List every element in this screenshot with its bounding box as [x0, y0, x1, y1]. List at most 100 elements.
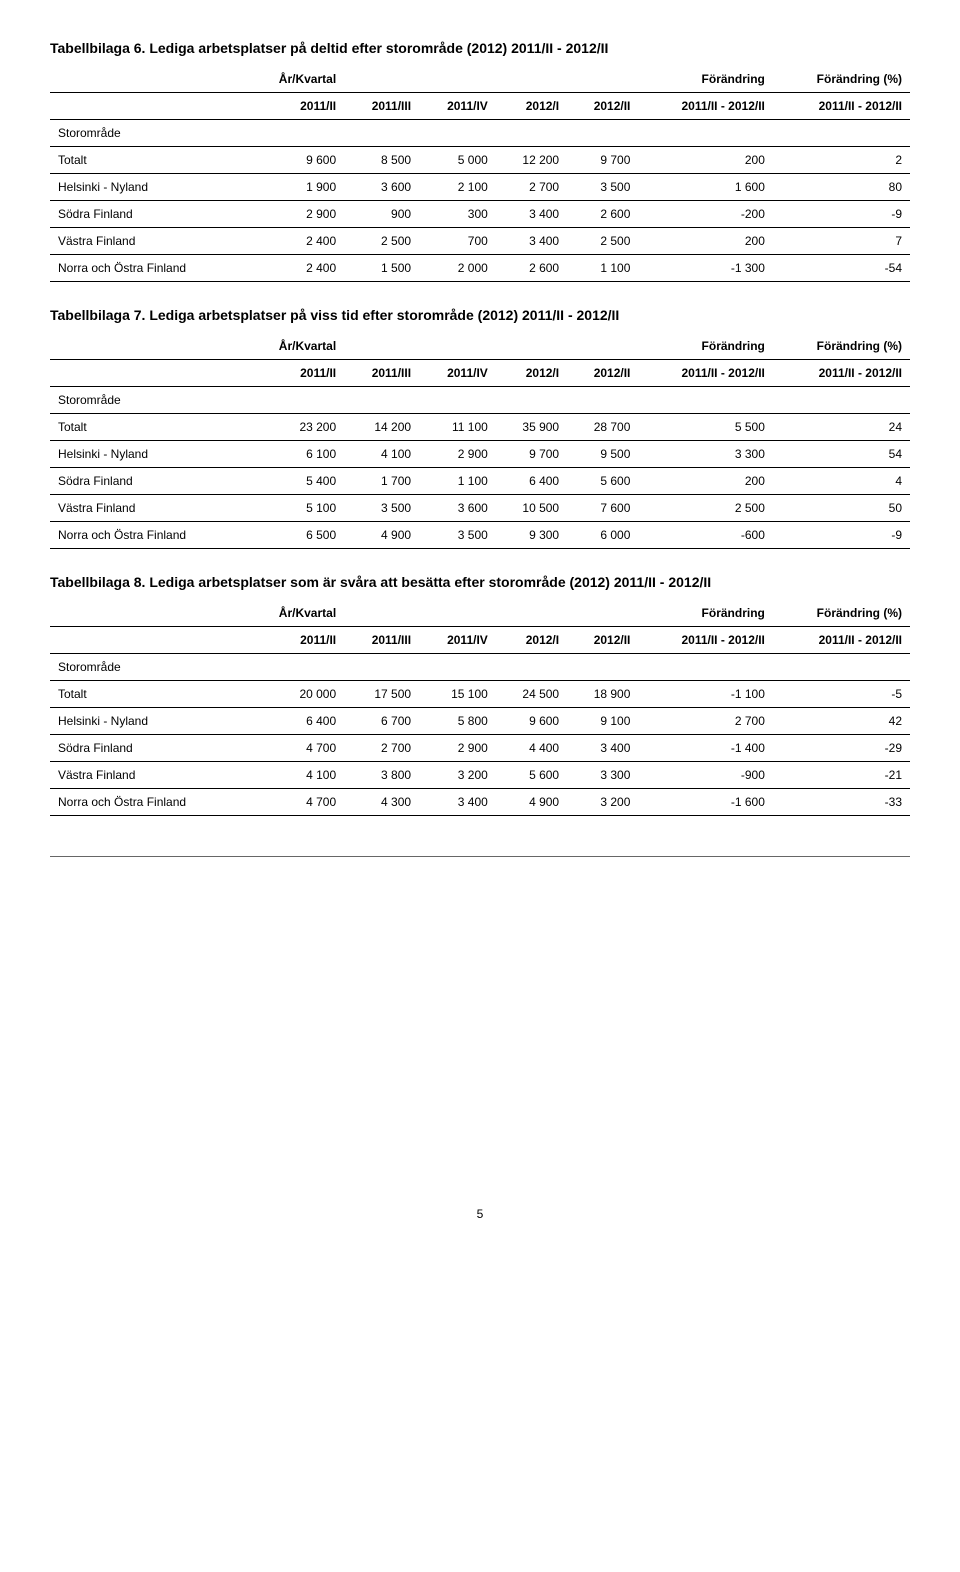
group-header-cell — [496, 333, 567, 360]
data-cell: 6 700 — [344, 708, 419, 735]
data-cell: 2 700 — [496, 174, 567, 201]
data-cell: 3 200 — [567, 789, 638, 816]
data-cell: 3 600 — [419, 495, 496, 522]
data-cell: 200 — [638, 147, 772, 174]
column-header-cell: 2011/IV — [419, 627, 496, 654]
data-cell: 5 100 — [245, 495, 344, 522]
empty-cell — [419, 387, 496, 414]
page-number: 5 — [50, 1207, 910, 1221]
data-cell: 4 700 — [245, 735, 344, 762]
empty-cell — [773, 387, 910, 414]
data-cell: 12 200 — [496, 147, 567, 174]
data-cell: 1 100 — [567, 255, 638, 282]
data-cell: 3 300 — [638, 441, 772, 468]
column-header-cell: 2012/II — [567, 627, 638, 654]
data-cell: 24 — [773, 414, 910, 441]
data-cell: 5 600 — [567, 468, 638, 495]
data-cell: 2 900 — [419, 735, 496, 762]
data-cell: 6 400 — [496, 468, 567, 495]
group-header-cell: År/Kvartal — [245, 600, 344, 627]
column-header-cell: 2011/IV — [419, 360, 496, 387]
table-row: Norra och Östra Finland6 5004 9003 5009 … — [50, 522, 910, 549]
data-cell: -9 — [773, 522, 910, 549]
group-header-cell: Förändring (%) — [773, 600, 910, 627]
column-header-cell: 2011/II — [245, 360, 344, 387]
group-header-cell — [50, 600, 245, 627]
data-cell: 4 300 — [344, 789, 419, 816]
empty-cell — [638, 120, 772, 147]
table-title: Tabellbilaga 8. Lediga arbetsplatser som… — [50, 574, 910, 590]
row-label-cell: Helsinki - Nyland — [50, 441, 245, 468]
data-cell: 2 400 — [245, 255, 344, 282]
group-header-cell — [50, 333, 245, 360]
group-header-cell — [419, 66, 496, 93]
data-cell: -21 — [773, 762, 910, 789]
column-header-cell: 2012/I — [496, 627, 567, 654]
data-table: År/KvartalFörändringFörändring (%)2011/I… — [50, 66, 910, 282]
group-header-cell — [344, 66, 419, 93]
data-cell: 2 700 — [344, 735, 419, 762]
column-header-cell: 2011/II - 2012/II — [773, 627, 910, 654]
data-cell: 2 700 — [638, 708, 772, 735]
group-header-cell — [496, 66, 567, 93]
data-cell: 11 100 — [419, 414, 496, 441]
data-cell: 4 400 — [496, 735, 567, 762]
column-header-cell: 2011/III — [344, 360, 419, 387]
data-cell: 42 — [773, 708, 910, 735]
data-cell: 3 400 — [419, 789, 496, 816]
column-header-cell — [50, 93, 245, 120]
data-cell: 2 500 — [638, 495, 772, 522]
data-cell: -1 300 — [638, 255, 772, 282]
column-header-cell: 2011/II — [245, 627, 344, 654]
data-cell: 20 000 — [245, 681, 344, 708]
group-header-cell: Förändring (%) — [773, 333, 910, 360]
data-cell: 2 400 — [245, 228, 344, 255]
data-cell: 1 900 — [245, 174, 344, 201]
table-row: Helsinki - Nyland1 9003 6002 1002 7003 5… — [50, 174, 910, 201]
data-cell: 4 900 — [344, 522, 419, 549]
table-row: Totalt9 6008 5005 00012 2009 7002002 — [50, 147, 910, 174]
empty-cell — [496, 654, 567, 681]
empty-cell — [344, 654, 419, 681]
empty-cell — [638, 654, 772, 681]
data-cell: 5 500 — [638, 414, 772, 441]
data-cell: 2 500 — [344, 228, 419, 255]
empty-cell — [496, 120, 567, 147]
group-header-cell — [50, 66, 245, 93]
data-cell: 3 300 — [567, 762, 638, 789]
data-cell: 35 900 — [496, 414, 567, 441]
column-header-cell: 2012/II — [567, 93, 638, 120]
empty-cell — [344, 120, 419, 147]
data-cell: 3 500 — [344, 495, 419, 522]
table-row: Södra Finland5 4001 7001 1006 4005 60020… — [50, 468, 910, 495]
data-cell: 6 000 — [567, 522, 638, 549]
group-header-cell — [419, 333, 496, 360]
empty-cell — [344, 387, 419, 414]
group-header-cell — [344, 333, 419, 360]
group-header-cell — [496, 600, 567, 627]
data-cell: 3 400 — [496, 228, 567, 255]
column-header-cell — [50, 627, 245, 654]
data-table: År/KvartalFörändringFörändring (%)2011/I… — [50, 333, 910, 549]
data-cell: 9 600 — [496, 708, 567, 735]
column-header-cell — [50, 360, 245, 387]
data-cell: 50 — [773, 495, 910, 522]
group-header-cell — [567, 600, 638, 627]
table-title: Tabellbilaga 7. Lediga arbetsplatser på … — [50, 307, 910, 323]
data-cell: 3 800 — [344, 762, 419, 789]
column-header-cell: 2011/II - 2012/II — [638, 627, 772, 654]
group-header-cell: Förändring — [638, 66, 772, 93]
data-cell: 9 300 — [496, 522, 567, 549]
data-cell: -1 600 — [638, 789, 772, 816]
data-cell: 5 800 — [419, 708, 496, 735]
group-header-cell — [567, 66, 638, 93]
group-header-cell: Förändring — [638, 333, 772, 360]
column-header-cell: 2011/II - 2012/II — [638, 360, 772, 387]
data-cell: 6 500 — [245, 522, 344, 549]
row-label-cell: Helsinki - Nyland — [50, 174, 245, 201]
row-label-cell: Södra Finland — [50, 468, 245, 495]
group-header-cell — [344, 600, 419, 627]
empty-cell — [245, 387, 344, 414]
data-cell: 200 — [638, 228, 772, 255]
empty-cell — [419, 654, 496, 681]
